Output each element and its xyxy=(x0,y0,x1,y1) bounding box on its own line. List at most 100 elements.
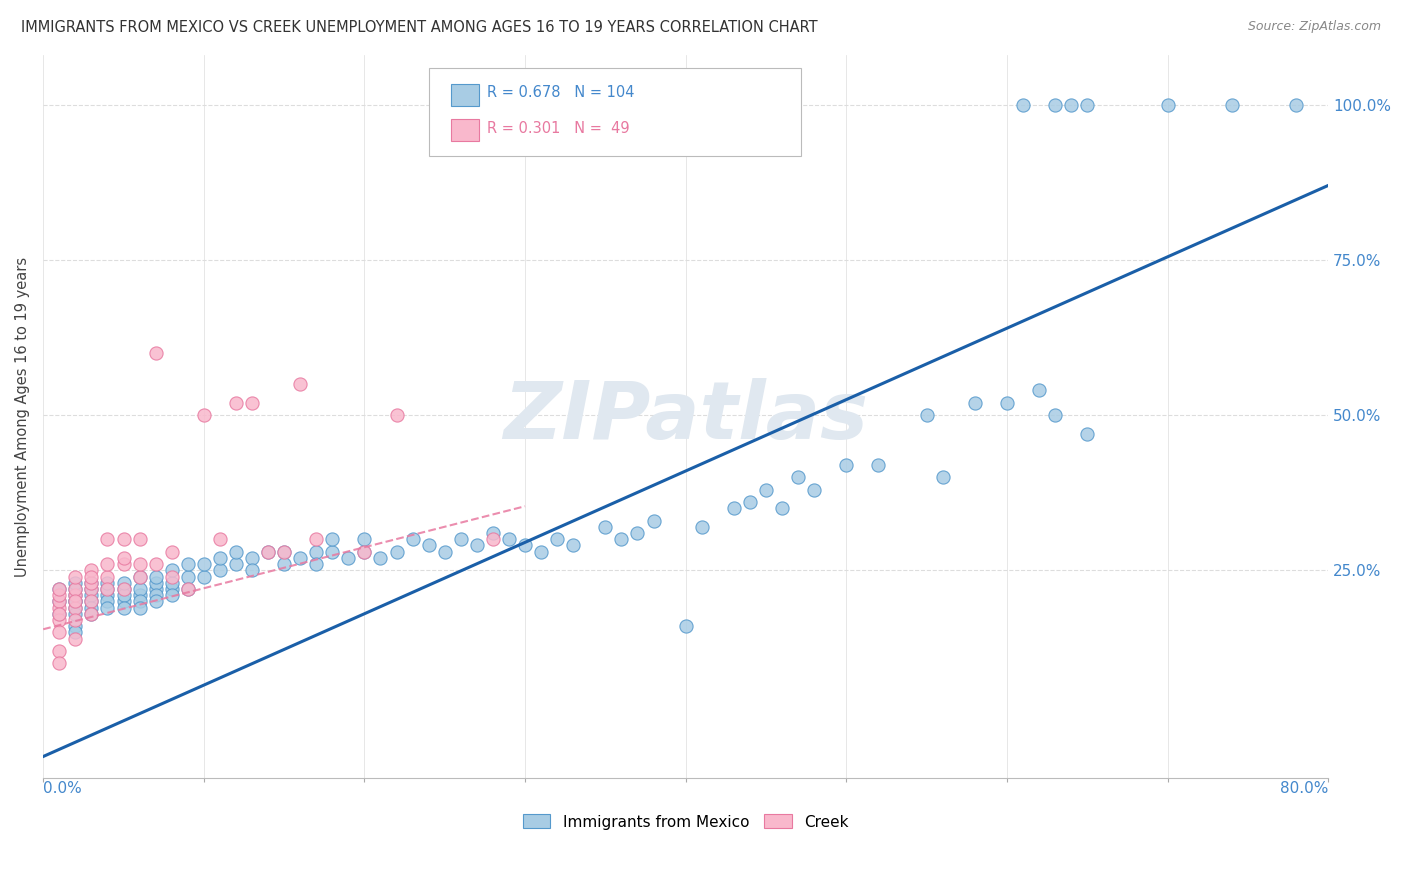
Point xyxy=(112,594,135,608)
Point xyxy=(112,588,135,602)
Point xyxy=(240,563,263,577)
Point xyxy=(305,544,328,558)
Point xyxy=(738,495,761,509)
Point xyxy=(65,588,87,602)
Point xyxy=(626,526,648,541)
Point xyxy=(562,539,585,553)
Point xyxy=(193,557,215,571)
Point xyxy=(65,632,87,646)
Legend: Immigrants from Mexico, Creek: Immigrants from Mexico, Creek xyxy=(516,808,855,836)
Point xyxy=(465,539,488,553)
Point xyxy=(177,582,200,596)
Point xyxy=(96,557,118,571)
Point xyxy=(160,544,183,558)
Point xyxy=(65,594,87,608)
Point xyxy=(1220,97,1243,112)
Point xyxy=(65,582,87,596)
Point xyxy=(770,501,793,516)
Point xyxy=(482,526,505,541)
Point xyxy=(1076,97,1098,112)
Point xyxy=(1043,97,1066,112)
Point xyxy=(995,395,1018,409)
Point xyxy=(160,575,183,590)
Point xyxy=(193,408,215,422)
Point xyxy=(128,533,150,547)
Point xyxy=(177,557,200,571)
Point xyxy=(160,582,183,596)
Point xyxy=(112,533,135,547)
Point xyxy=(65,619,87,633)
Point xyxy=(643,514,665,528)
Text: 0.0%: 0.0% xyxy=(44,781,82,797)
Point xyxy=(80,607,103,621)
Point xyxy=(96,582,118,596)
Point xyxy=(418,539,440,553)
Point xyxy=(112,582,135,596)
Point xyxy=(273,557,295,571)
Point xyxy=(112,600,135,615)
FancyBboxPatch shape xyxy=(429,68,801,156)
Point xyxy=(65,625,87,640)
Point xyxy=(96,582,118,596)
Point xyxy=(48,594,70,608)
Point xyxy=(353,544,375,558)
Point xyxy=(48,613,70,627)
Point xyxy=(370,550,392,565)
Bar xyxy=(450,120,479,141)
Point xyxy=(723,501,745,516)
Point xyxy=(290,550,312,565)
Point xyxy=(803,483,825,497)
Point xyxy=(160,563,183,577)
Point xyxy=(145,569,167,583)
Point xyxy=(868,458,890,472)
Point xyxy=(48,600,70,615)
Point xyxy=(80,575,103,590)
Point xyxy=(240,550,263,565)
Point xyxy=(305,557,328,571)
Point xyxy=(353,544,375,558)
Point xyxy=(1060,97,1083,112)
Point xyxy=(610,533,633,547)
Point xyxy=(208,563,231,577)
Point xyxy=(915,408,938,422)
Point xyxy=(290,377,312,392)
Point xyxy=(240,395,263,409)
Point xyxy=(321,533,343,547)
Text: ZIPatlas: ZIPatlas xyxy=(503,377,868,456)
Point xyxy=(1285,97,1308,112)
Point xyxy=(80,594,103,608)
Point xyxy=(160,569,183,583)
Point xyxy=(48,607,70,621)
Point xyxy=(48,582,70,596)
Point xyxy=(65,613,87,627)
Point xyxy=(96,588,118,602)
Point xyxy=(305,533,328,547)
Point xyxy=(65,607,87,621)
Point xyxy=(257,544,280,558)
Point xyxy=(1028,384,1050,398)
Point xyxy=(208,550,231,565)
Point xyxy=(401,533,423,547)
Point xyxy=(48,594,70,608)
Point xyxy=(385,408,408,422)
Point xyxy=(1156,97,1178,112)
Point xyxy=(65,600,87,615)
Point xyxy=(96,533,118,547)
Point xyxy=(321,544,343,558)
Point xyxy=(450,533,472,547)
Point xyxy=(177,569,200,583)
Point xyxy=(112,575,135,590)
Point xyxy=(65,594,87,608)
Point xyxy=(80,600,103,615)
Point xyxy=(546,533,568,547)
Point xyxy=(65,575,87,590)
Point xyxy=(128,557,150,571)
Point xyxy=(177,582,200,596)
Point xyxy=(690,520,713,534)
Point xyxy=(48,607,70,621)
Point xyxy=(96,594,118,608)
Point xyxy=(48,657,70,671)
Point xyxy=(96,569,118,583)
Point xyxy=(1043,408,1066,422)
Bar xyxy=(450,84,479,106)
